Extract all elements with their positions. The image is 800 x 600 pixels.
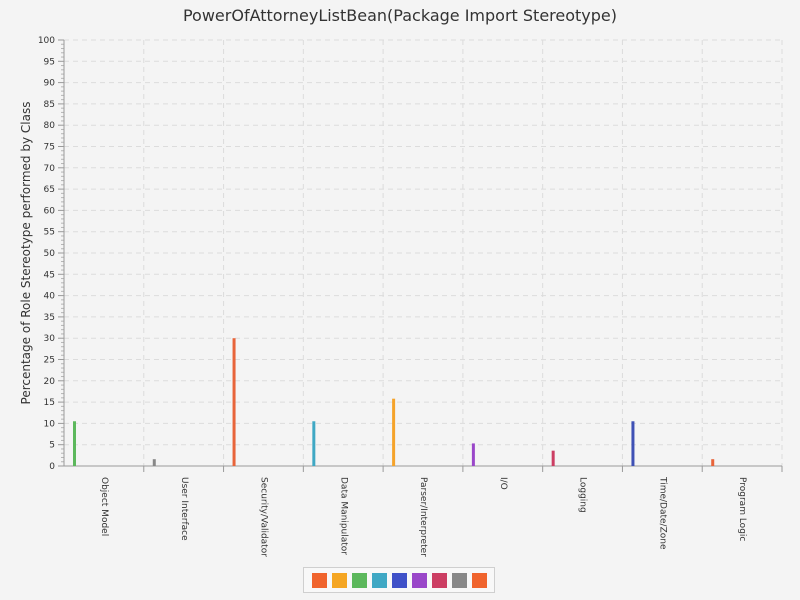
legend-swatch bbox=[411, 572, 427, 588]
y-tick-label: 95 bbox=[44, 57, 55, 67]
y-tick-label: 80 bbox=[44, 121, 56, 131]
y-tick-label: 65 bbox=[44, 185, 55, 195]
bar bbox=[312, 421, 316, 466]
y-tick-label: 55 bbox=[44, 228, 55, 238]
x-tick-label: Object Model bbox=[99, 477, 109, 536]
y-tick-label: 40 bbox=[44, 292, 56, 302]
legend-swatch bbox=[351, 572, 367, 588]
x-tick-label: Time/Date/Zone bbox=[657, 476, 667, 550]
y-tick-label: 90 bbox=[44, 79, 56, 89]
y-tick-label: 35 bbox=[44, 313, 55, 323]
y-tick-label: 15 bbox=[44, 398, 55, 408]
y-tick-label: 25 bbox=[44, 356, 55, 366]
legend-swatch bbox=[471, 572, 487, 588]
legend-swatch bbox=[371, 572, 387, 588]
x-tick-label: Data Manipulator bbox=[338, 477, 348, 555]
chart-title: PowerOfAttorneyListBean(Package Import S… bbox=[182, 6, 618, 25]
x-tick-label: User Interface bbox=[179, 477, 189, 541]
x-tick-label: Program Logic bbox=[737, 477, 747, 541]
y-tick-label: 100 bbox=[38, 36, 55, 46]
x-tick-label: Parser/Interpreter bbox=[418, 477, 428, 557]
y-tick-label: 10 bbox=[44, 419, 56, 429]
y-tick-label: 45 bbox=[44, 270, 55, 280]
bar bbox=[232, 338, 236, 466]
x-tick-label: Security/Validator bbox=[259, 477, 269, 557]
bar bbox=[631, 421, 635, 466]
legend-swatch bbox=[431, 572, 447, 588]
y-tick-label: 5 bbox=[49, 441, 55, 451]
bar bbox=[392, 398, 396, 466]
bar bbox=[73, 421, 76, 466]
x-tick-label: I/O bbox=[498, 477, 508, 490]
bar bbox=[152, 459, 156, 466]
y-tick-label: 70 bbox=[44, 164, 56, 174]
x-tick-label: Logging bbox=[578, 477, 588, 513]
bar bbox=[551, 450, 555, 466]
legend-swatch bbox=[311, 572, 327, 588]
legend-swatch bbox=[391, 572, 407, 588]
y-tick-label: 50 bbox=[44, 249, 56, 259]
y-tick-label: 20 bbox=[44, 377, 56, 387]
legend bbox=[303, 567, 495, 593]
legend-swatch bbox=[331, 572, 347, 588]
y-tick-label: 30 bbox=[44, 334, 56, 344]
bar bbox=[471, 443, 475, 466]
y-tick-label: 60 bbox=[44, 206, 56, 216]
y-tick-label: 85 bbox=[44, 100, 55, 110]
legend-swatch bbox=[451, 572, 467, 588]
bar bbox=[711, 459, 715, 466]
y-tick-label: 0 bbox=[49, 462, 55, 472]
y-tick-label: 75 bbox=[44, 143, 55, 153]
